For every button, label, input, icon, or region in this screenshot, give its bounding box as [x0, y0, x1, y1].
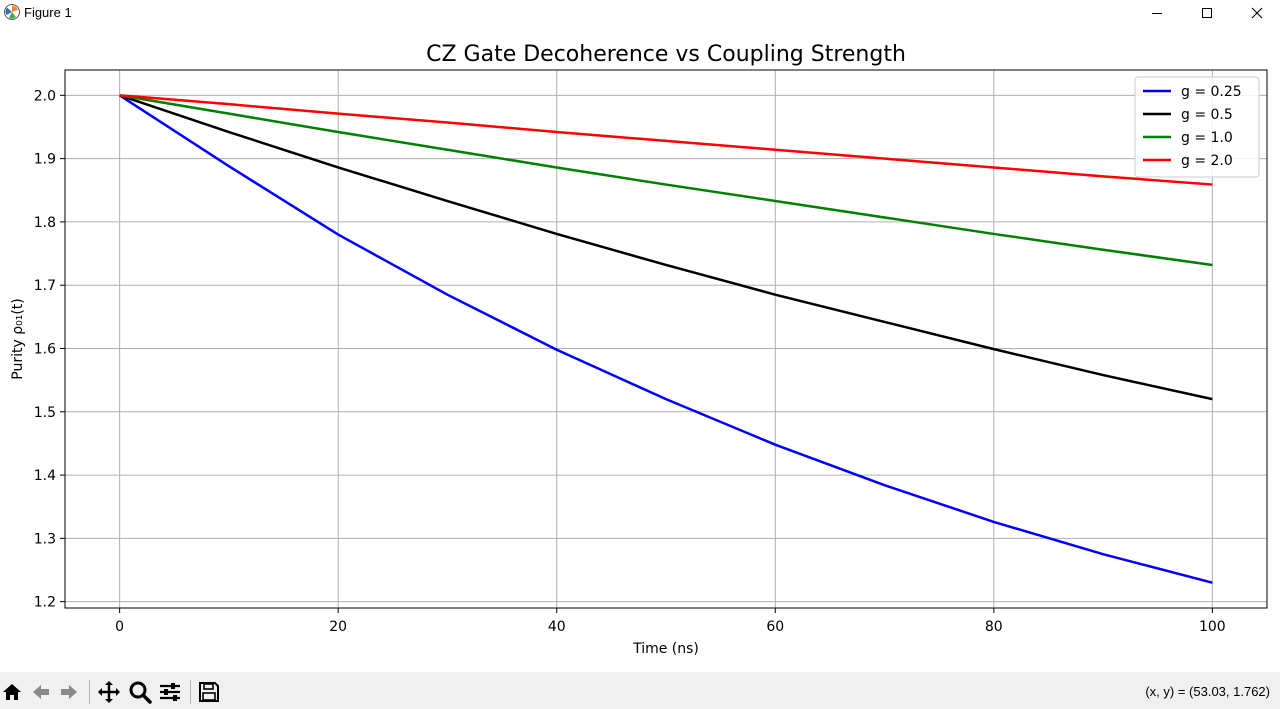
axes-frame: [64, 69, 1268, 609]
x-tick-label: 40: [548, 619, 566, 635]
x-axis-label: Time (ns): [632, 641, 699, 657]
legend-label: g = 0.5: [1181, 107, 1233, 123]
x-tick-label: 60: [766, 619, 784, 635]
maximize-button[interactable]: [1184, 0, 1230, 25]
back-icon: [33, 685, 49, 699]
y-tick-label: 1.4: [34, 468, 56, 484]
home-icon: [3, 684, 21, 700]
save-button[interactable]: [197, 680, 221, 704]
forward-button[interactable]: [57, 680, 81, 704]
toolbar-separator: [190, 680, 191, 704]
x-tick-label: 80: [985, 619, 1003, 635]
back-button[interactable]: [29, 680, 53, 704]
home-button[interactable]: [0, 680, 24, 704]
y-tick-label: 1.5: [34, 405, 56, 421]
series-line: [119, 94, 1213, 401]
figure-canvas[interactable]: 0 20 40 60 80 100 1.2 1.3 1.4 1.5 1.6 1.7 1.8 1.9 2.0 …: [0, 25, 1280, 672]
ticks: 0 20 40 60 80 100 1.2 1.3 1.4 1.5 1.6 1.7 1.8 1.9 2.0: [34, 88, 1226, 635]
y-tick-label: 1.2: [34, 595, 56, 611]
legend: g = 0.25 g = 0.5 g = 1.0 g = 2.0: [1134, 76, 1260, 178]
x-tick-label: 100: [1199, 619, 1226, 635]
forward-icon: [61, 685, 77, 699]
y-tick-label: 1.9: [34, 152, 56, 168]
series-line: [119, 94, 1213, 267]
legend-label: g = 1.0: [1181, 130, 1233, 146]
y-tick-label: 2.0: [34, 88, 56, 104]
legend-label: g = 2.0: [1181, 153, 1233, 169]
series-lines: [118, 94, 1213, 584]
pan-button[interactable]: [97, 680, 121, 704]
configure-subplots-icon: [160, 683, 180, 701]
maximize-icon: [1202, 7, 1212, 18]
y-tick-label: 1.8: [34, 215, 56, 231]
zoom-icon: [129, 681, 152, 704]
legend-box: [1134, 76, 1260, 178]
x-tick-label: 20: [329, 619, 347, 635]
pan-icon: [98, 681, 120, 703]
grid: [65, 70, 1267, 608]
y-axis-label: Purity ρ₀₁(t): [10, 298, 26, 379]
close-button[interactable]: [1234, 0, 1280, 25]
y-tick-label: 1.7: [34, 278, 56, 294]
configure-subplots-button[interactable]: [158, 680, 182, 704]
zoom-button[interactable]: [128, 680, 152, 704]
window-titlebar: Figure 1: [0, 0, 1280, 25]
series-line: [119, 94, 1213, 186]
series-line: [118, 94, 1213, 584]
window-title: Figure 1: [24, 5, 72, 20]
save-icon: [199, 682, 219, 702]
y-tick-label: 1.3: [34, 531, 56, 547]
cursor-coordinates: (x, y) = (53.03, 1.762): [1145, 684, 1270, 699]
navigation-toolbar: (x, y) = (53.03, 1.762): [0, 672, 1280, 709]
minimize-button[interactable]: [1134, 0, 1180, 25]
x-tick-label: 0: [115, 619, 124, 635]
y-tick-label: 1.6: [34, 341, 56, 357]
close-icon: [1251, 7, 1263, 18]
matplotlib-app-icon: [3, 3, 21, 21]
line-chart: 0 20 40 60 80 1001.21.31.41.51.61.71.81.92.0 …: [10, 42, 1268, 657]
chart-title: CZ Gate Decoherence vs Coupling Strength: [426, 42, 906, 67]
toolbar-separator: [89, 680, 90, 704]
legend-label: g = 0.25: [1181, 84, 1242, 100]
minimize-icon: [1152, 12, 1162, 14]
